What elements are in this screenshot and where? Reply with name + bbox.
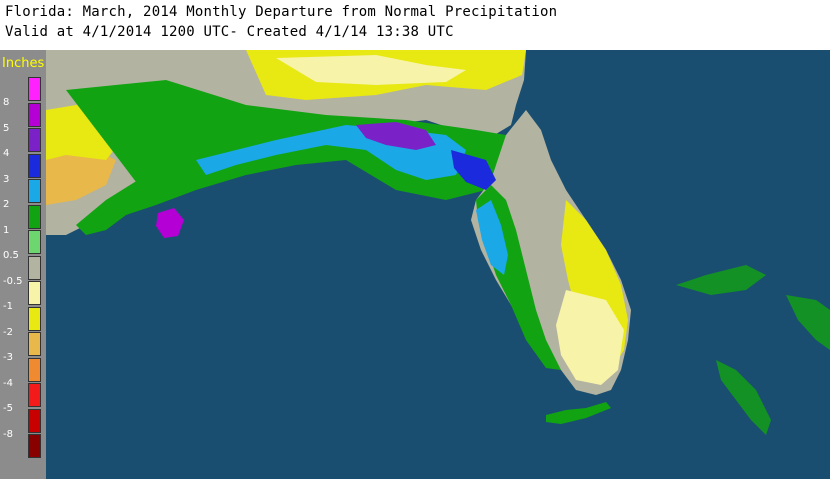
- legend-tick-label: -1: [3, 301, 13, 312]
- legend-swatch: [28, 77, 41, 101]
- legend-tick-label: 5: [3, 122, 10, 134]
- legend-tick-label: 8: [3, 97, 10, 108]
- legend-tick-label: 4: [3, 148, 10, 159]
- legend-tick-label: -2: [3, 326, 13, 338]
- legend-tick-label: 2: [3, 199, 10, 210]
- land-wet-bahamas-south: [716, 360, 771, 435]
- legend-swatch: [28, 383, 41, 407]
- legend-tick-label: -0.5: [3, 275, 23, 287]
- legend-swatch: [28, 357, 41, 382]
- legend-tick-label: -8: [3, 428, 13, 440]
- legend-title: Inches: [2, 56, 45, 71]
- legend: Inches 8 5 4 3 2 1 0.5 -0.5 -1 -2 -3 -4 -5 -8: [0, 50, 46, 479]
- legend-swatch: [28, 179, 41, 203]
- legend-swatch: [28, 153, 41, 178]
- legend-swatch: [28, 204, 41, 229]
- map-title: Florida: March, 2014 Monthly Departure f…: [5, 4, 558, 20]
- legend-tick-label: -3: [3, 352, 13, 363]
- header: Florida: March, 2014 Monthly Departure f…: [0, 0, 830, 50]
- land-extreme-wet-bay: [156, 208, 184, 238]
- legend-swatch: [28, 128, 41, 152]
- legend-swatch: [28, 230, 41, 254]
- legend-swatch: [28, 306, 41, 331]
- land-dry-light-georgia: [276, 55, 466, 85]
- land-extreme-wet-panhandle: [356, 122, 436, 150]
- map-area: [46, 50, 830, 479]
- precipitation-map: [46, 50, 830, 435]
- legend-swatch: [28, 281, 41, 305]
- legend-swatch: [28, 332, 41, 356]
- map-subtitle: Valid at 4/1/2014 1200 UTC- Created 4/1/…: [5, 24, 454, 40]
- legend-swatch: [28, 408, 41, 433]
- legend-tick-label: -4: [3, 377, 13, 389]
- legend-swatch: [28, 434, 41, 458]
- legend-tick-label: 1: [3, 224, 10, 236]
- legend-swatch: [28, 102, 41, 127]
- land-wet-bahamas-north: [676, 265, 766, 295]
- land-very-wet-peninsula: [476, 200, 508, 275]
- legend-tick-label: 3: [3, 173, 10, 185]
- land-wet-bahamas-east: [786, 295, 830, 350]
- land-dry-alabama: [46, 145, 116, 205]
- land-extreme-wet-peninsula: [451, 150, 496, 190]
- legend-swatch: [28, 255, 41, 280]
- legend-tick-label: -5: [3, 403, 13, 414]
- land-dry-light-peninsula-south: [556, 290, 624, 385]
- legend-tick-label: 0.5: [3, 250, 19, 261]
- land-wet-panhandle: [66, 80, 516, 235]
- land-wet-keys: [546, 402, 611, 424]
